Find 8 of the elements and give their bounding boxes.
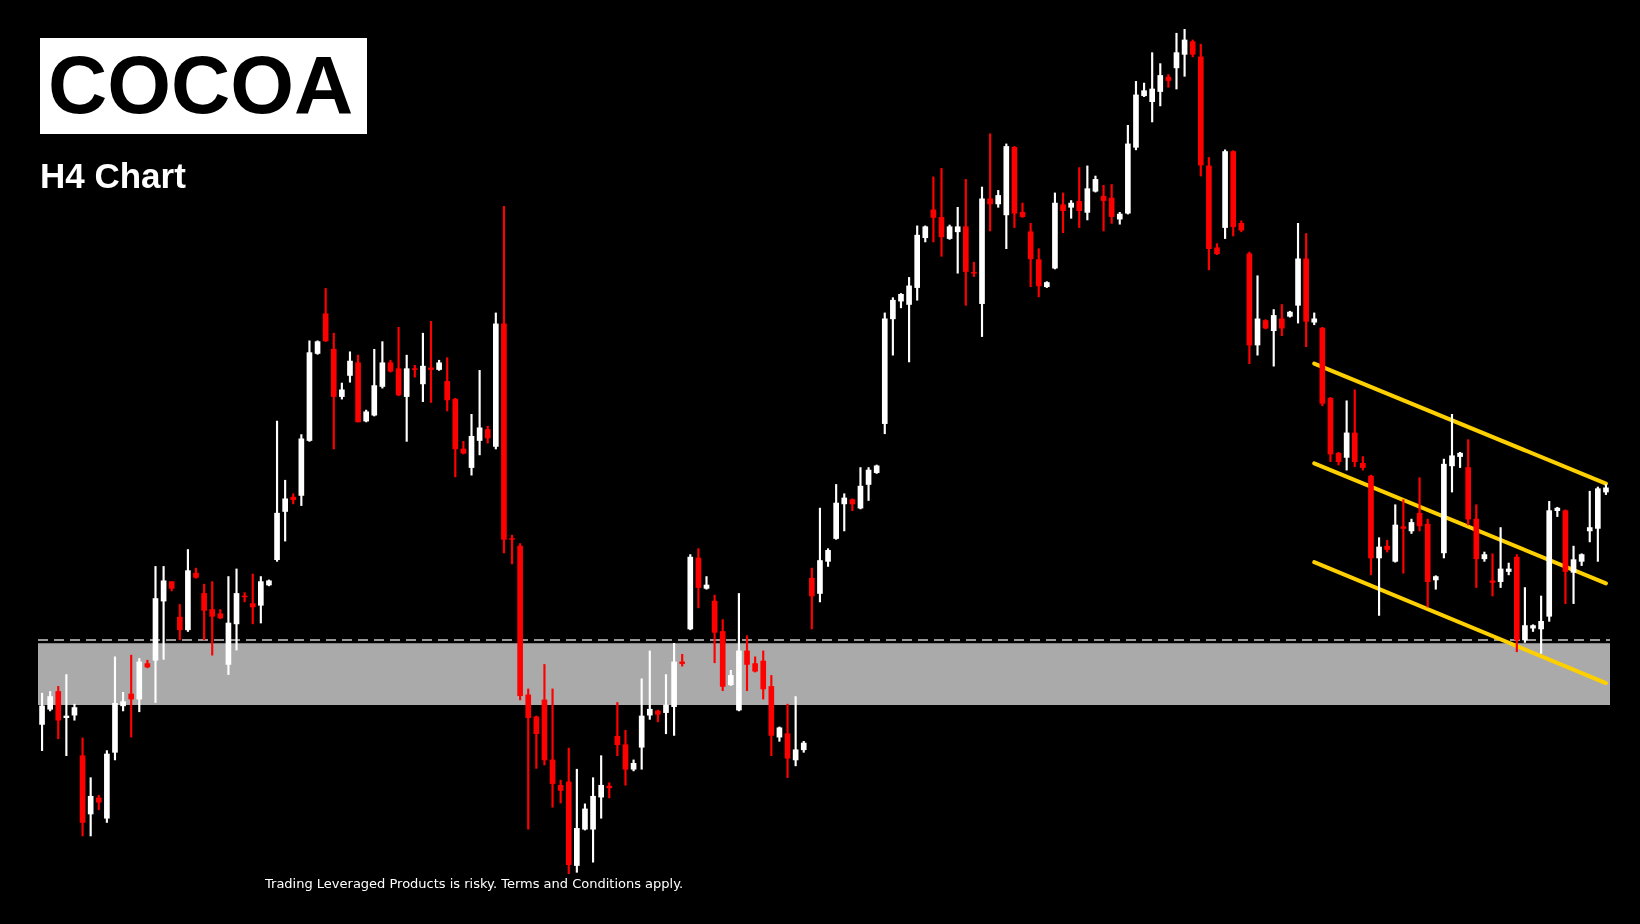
chart-title: COCOA: [40, 38, 368, 134]
candlestick: [428, 321, 434, 403]
candlestick: [1489, 553, 1496, 597]
text: H4 Chart: [40, 156, 186, 196]
candlestick: [1570, 545, 1577, 604]
candlestick: [1400, 499, 1407, 574]
candlestick: [784, 703, 791, 778]
text: Trading Leveraged Products is risky. Terms and Conditions apply.: [265, 876, 684, 891]
